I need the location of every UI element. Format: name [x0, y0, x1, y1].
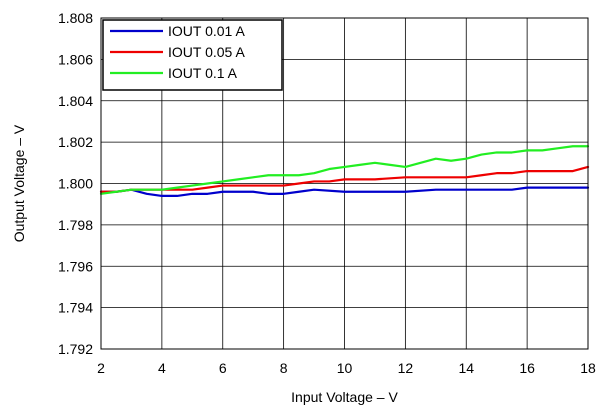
x-axis-label: Input Voltage – V: [291, 389, 398, 405]
x-tick-label: 2: [97, 360, 105, 376]
plot-border: [100, 17, 589, 350]
legend-box: [102, 19, 283, 91]
y-tick-label: 1.794: [58, 300, 93, 316]
y-tick-label: 1.792: [58, 341, 93, 357]
y-tick-label: 1.802: [58, 134, 93, 150]
x-tick-label: 4: [158, 360, 166, 376]
legend: IOUT 0.01 A IOUT 0.05 A IOUT 0.1 A: [102, 19, 283, 91]
x-tick-label: 10: [337, 360, 353, 376]
series-lines: [99, 145, 590, 198]
y-tick-label: 1.806: [58, 51, 93, 67]
legend-label-1: IOUT 0.01 A: [168, 23, 245, 39]
x-tick-label: 14: [458, 360, 474, 376]
y-tick-label: 1.796: [58, 258, 93, 274]
x-tick-label: 6: [219, 360, 227, 376]
y-axis-label: Output Voltage – V: [11, 124, 27, 242]
y-tick-label: 1.800: [58, 176, 93, 192]
x-tick-label: 16: [519, 360, 535, 376]
x-tick-label: 12: [398, 360, 414, 376]
legend-label-3: IOUT 0.1 A: [168, 65, 238, 81]
y-tick-label: 1.808: [58, 10, 93, 26]
x-tick-labels: 2 4 6 8 10 12 14 16 18: [97, 360, 596, 376]
y-tick-label: 1.798: [58, 217, 93, 233]
series-line-3: [99, 145, 590, 195]
x-tick-label: 8: [280, 360, 288, 376]
legend-items: IOUT 0.01 A IOUT 0.05 A IOUT 0.1 A: [110, 23, 245, 81]
series-line-1: [99, 186, 590, 198]
x-tick-label: 18: [580, 360, 596, 376]
series-line-2: [99, 165, 590, 193]
legend-label-2: IOUT 0.05 A: [168, 44, 245, 60]
y-tick-labels: 1.792 1.794 1.796 1.798 1.800 1.802 1.804 1.806…: [58, 10, 93, 357]
y-tick-label: 1.804: [58, 93, 93, 109]
